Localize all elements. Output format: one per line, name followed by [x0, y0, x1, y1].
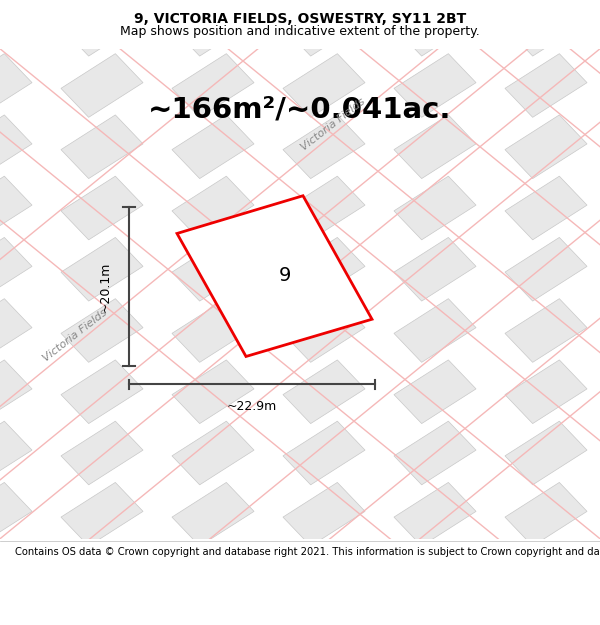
- Polygon shape: [505, 299, 587, 362]
- Polygon shape: [394, 54, 476, 118]
- Polygon shape: [172, 115, 254, 179]
- Polygon shape: [172, 238, 254, 301]
- Polygon shape: [283, 482, 365, 546]
- Text: Victoria Fields: Victoria Fields: [299, 97, 367, 152]
- Polygon shape: [0, 54, 32, 118]
- Polygon shape: [61, 0, 143, 56]
- Polygon shape: [0, 176, 32, 240]
- Polygon shape: [172, 54, 254, 118]
- Polygon shape: [283, 360, 365, 424]
- Polygon shape: [394, 482, 476, 546]
- Polygon shape: [505, 605, 587, 625]
- Polygon shape: [394, 176, 476, 240]
- Polygon shape: [0, 115, 32, 179]
- Polygon shape: [394, 0, 476, 56]
- Polygon shape: [0, 360, 32, 424]
- Polygon shape: [61, 544, 143, 608]
- Polygon shape: [172, 605, 254, 625]
- Text: Victoria Fields: Victoria Fields: [41, 308, 109, 364]
- Polygon shape: [61, 421, 143, 485]
- Polygon shape: [505, 54, 587, 118]
- Polygon shape: [283, 421, 365, 485]
- Polygon shape: [505, 176, 587, 240]
- Polygon shape: [172, 299, 254, 362]
- Polygon shape: [283, 238, 365, 301]
- Polygon shape: [61, 299, 143, 362]
- Polygon shape: [394, 421, 476, 485]
- Polygon shape: [0, 299, 32, 362]
- Polygon shape: [283, 544, 365, 608]
- Polygon shape: [394, 115, 476, 179]
- Polygon shape: [283, 54, 365, 118]
- Text: ~166m²/~0.041ac.: ~166m²/~0.041ac.: [148, 96, 452, 124]
- Polygon shape: [172, 544, 254, 608]
- Text: 9, VICTORIA FIELDS, OSWESTRY, SY11 2BT: 9, VICTORIA FIELDS, OSWESTRY, SY11 2BT: [134, 12, 466, 26]
- Polygon shape: [283, 115, 365, 179]
- Polygon shape: [394, 544, 476, 608]
- Polygon shape: [283, 0, 365, 56]
- Polygon shape: [394, 238, 476, 301]
- Polygon shape: [172, 360, 254, 424]
- Polygon shape: [172, 482, 254, 546]
- Polygon shape: [172, 421, 254, 485]
- Polygon shape: [505, 360, 587, 424]
- Polygon shape: [394, 360, 476, 424]
- Polygon shape: [283, 605, 365, 625]
- Polygon shape: [0, 238, 32, 301]
- Polygon shape: [0, 421, 32, 485]
- Polygon shape: [0, 0, 32, 56]
- Polygon shape: [61, 115, 143, 179]
- Polygon shape: [61, 482, 143, 546]
- Polygon shape: [61, 176, 143, 240]
- Text: ~20.1m: ~20.1m: [98, 261, 112, 312]
- Polygon shape: [283, 299, 365, 362]
- Polygon shape: [0, 605, 32, 625]
- Polygon shape: [505, 482, 587, 546]
- Text: ~22.9m: ~22.9m: [227, 400, 277, 413]
- Polygon shape: [172, 0, 254, 56]
- Polygon shape: [283, 176, 365, 240]
- Polygon shape: [61, 360, 143, 424]
- Polygon shape: [0, 544, 32, 608]
- Text: Map shows position and indicative extent of the property.: Map shows position and indicative extent…: [120, 25, 480, 38]
- Polygon shape: [61, 238, 143, 301]
- Polygon shape: [61, 54, 143, 118]
- Polygon shape: [0, 482, 32, 546]
- Polygon shape: [505, 544, 587, 608]
- Polygon shape: [394, 605, 476, 625]
- Polygon shape: [394, 299, 476, 362]
- Polygon shape: [505, 421, 587, 485]
- Polygon shape: [61, 605, 143, 625]
- Polygon shape: [505, 115, 587, 179]
- Text: 9: 9: [279, 266, 291, 284]
- Text: Contains OS data © Crown copyright and database right 2021. This information is : Contains OS data © Crown copyright and d…: [15, 548, 600, 558]
- Polygon shape: [505, 238, 587, 301]
- Polygon shape: [172, 176, 254, 240]
- Polygon shape: [177, 196, 372, 356]
- Polygon shape: [505, 0, 587, 56]
